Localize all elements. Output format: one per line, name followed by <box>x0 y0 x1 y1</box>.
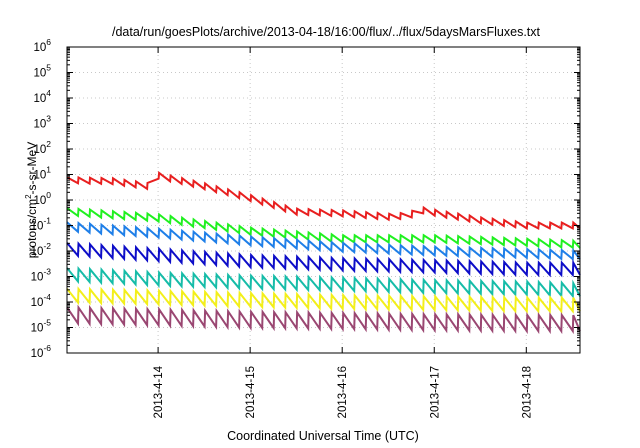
x-tick-label: 2013-4-14 <box>153 365 165 418</box>
y-tick-exponent: -2 <box>43 241 51 251</box>
y-tick-label: 10-4 <box>31 292 52 309</box>
y-tick-mantissa: 10 <box>31 297 44 309</box>
y-tick-label: 102 <box>33 139 51 156</box>
x-tick-label: 2013-4-15 <box>245 366 257 418</box>
y-tick-mantissa: 10 <box>33 170 46 182</box>
y-tick-mantissa: 10 <box>33 144 46 156</box>
y-tick-exponent: 4 <box>46 88 51 98</box>
y-tick-exponent: 6 <box>46 37 51 47</box>
y-tick-exponent: -6 <box>43 343 51 353</box>
series-line-2 <box>66 207 581 250</box>
y-tick-mantissa: 10 <box>33 195 46 207</box>
y-tick-exponent: -1 <box>43 216 51 226</box>
y-tick-label: 103 <box>33 114 51 131</box>
series-line-7 <box>66 304 581 335</box>
y-axis-label-part1: protons/cm <box>25 199 39 258</box>
y-tick-label: 10-2 <box>31 241 52 258</box>
y-tick-mantissa: 10 <box>33 42 46 54</box>
y-tick-exponent: 1 <box>46 165 51 175</box>
series-line-1 <box>66 171 581 231</box>
y-tick-label: 100 <box>33 190 51 207</box>
series-line-6 <box>66 286 581 314</box>
y-tick-exponent: 2 <box>46 139 51 149</box>
series-layer <box>66 171 581 335</box>
y-tick-mantissa: 10 <box>31 221 44 233</box>
y-tick-exponent: 0 <box>46 190 51 200</box>
y-axis-label-part2: -s-sr-MeV <box>25 142 39 195</box>
y-tick-label: 105 <box>33 63 51 80</box>
y-axis: 10-610-510-410-310-210-11001011021031041… <box>31 37 580 360</box>
x-tick-label: 2013-4-16 <box>337 366 349 418</box>
y-tick-mantissa: 10 <box>33 93 46 105</box>
y-tick-exponent: 5 <box>46 63 51 73</box>
y-tick-mantissa: 10 <box>31 272 44 284</box>
y-tick-label: 10-1 <box>31 216 52 233</box>
y-axis-label: protons/cm2-s-sr-MeV <box>24 142 39 258</box>
y-tick-exponent: -5 <box>43 318 51 328</box>
y-tick-exponent: 3 <box>46 114 51 124</box>
y-tick-exponent: -3 <box>43 267 51 277</box>
y-tick-label: 104 <box>33 88 51 105</box>
y-tick-mantissa: 10 <box>31 246 44 258</box>
x-axis: 2013-4-14 2013-4-15 2013-4-16 2013-4-17 2013… <box>153 47 533 418</box>
y-tick-label: 10-5 <box>31 318 52 335</box>
series-line-3 <box>66 221 581 262</box>
x-tick-label: 2013-4-17 <box>429 366 441 418</box>
y-tick-mantissa: 10 <box>31 348 44 360</box>
y-tick-label: 10-3 <box>31 267 52 284</box>
x-tick-label: 2013-4-18 <box>521 366 533 418</box>
x-axis-label: Coordinated Universal Time (UTC) <box>227 429 419 443</box>
series-line-4 <box>66 241 581 278</box>
y-tick-label: 101 <box>33 165 51 182</box>
series-line-5 <box>66 265 581 299</box>
y-tick-label: 106 <box>33 37 51 54</box>
y-tick-mantissa: 10 <box>33 68 46 80</box>
y-tick-exponent: -4 <box>43 292 51 302</box>
y-tick-mantissa: 10 <box>33 119 46 131</box>
y-tick-label: 10-6 <box>31 343 52 360</box>
chart-title: /data/run/goesPlots/archive/2013-04-18/1… <box>112 25 541 39</box>
y-axis-label-exponent: 2 <box>24 194 33 199</box>
y-tick-mantissa: 10 <box>31 323 44 335</box>
